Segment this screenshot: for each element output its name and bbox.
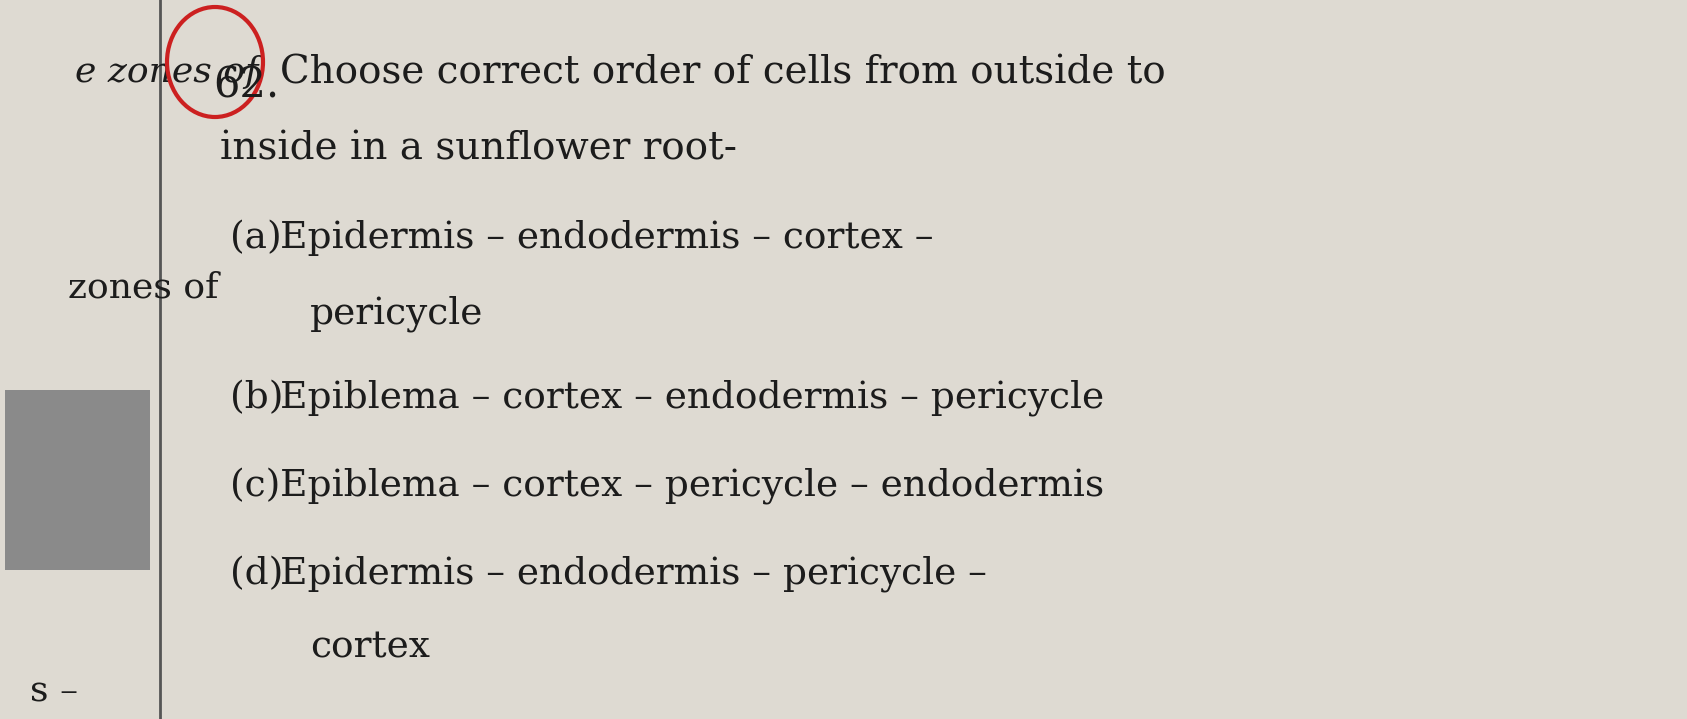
Text: e zones of: e zones of (74, 55, 258, 89)
Text: Epiblema – cortex – endodermis – pericycle: Epiblema – cortex – endodermis – pericyc… (280, 380, 1103, 416)
Text: Epiblema – cortex – pericycle – endodermis: Epiblema – cortex – pericycle – endoderm… (280, 468, 1103, 505)
Text: pericycle: pericycle (310, 295, 484, 331)
Text: cortex: cortex (310, 630, 430, 666)
Bar (5, 390, 150, 570)
Text: s –: s – (30, 675, 78, 709)
Text: (a): (a) (229, 220, 282, 256)
Text: 62.: 62. (213, 65, 278, 107)
Text: (b): (b) (229, 380, 283, 416)
Text: (c): (c) (229, 468, 280, 504)
Text: (d): (d) (229, 556, 283, 592)
Text: Epidermis – endodermis – cortex –: Epidermis – endodermis – cortex – (280, 220, 933, 256)
Text: inside in a sunflower root-: inside in a sunflower root- (219, 130, 737, 167)
Text: Epidermis – endodermis – pericycle –: Epidermis – endodermis – pericycle – (280, 556, 987, 592)
Text: Choose correct order of cells from outside to: Choose correct order of cells from outsi… (280, 55, 1166, 92)
Text: zones of: zones of (67, 270, 219, 304)
